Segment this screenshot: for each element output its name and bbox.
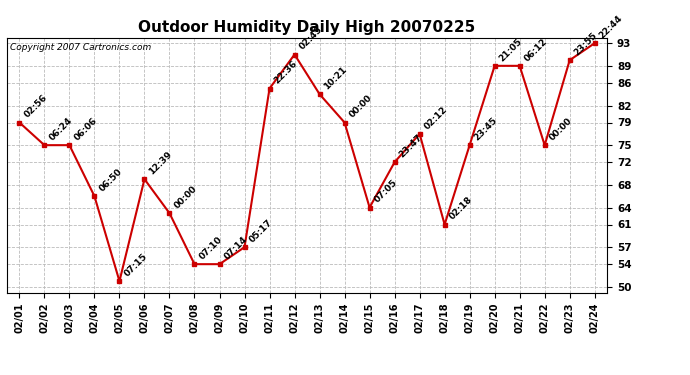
Text: 02:45: 02:45 (297, 25, 324, 52)
Text: 12:39: 12:39 (147, 150, 174, 176)
Text: 06:24: 06:24 (47, 116, 74, 142)
Text: Copyright 2007 Cartronics.com: Copyright 2007 Cartronics.com (10, 43, 151, 52)
Text: 23:55: 23:55 (573, 31, 599, 57)
Text: 02:12: 02:12 (422, 105, 449, 131)
Text: 22:44: 22:44 (598, 13, 624, 40)
Text: 07:14: 07:14 (222, 235, 249, 261)
Text: 02:18: 02:18 (447, 195, 474, 222)
Title: Outdoor Humidity Daily High 20070225: Outdoor Humidity Daily High 20070225 (139, 20, 475, 35)
Text: 06:12: 06:12 (522, 36, 549, 63)
Text: 02:56: 02:56 (22, 93, 49, 120)
Text: 22:36: 22:36 (273, 59, 299, 86)
Text: 23:47: 23:47 (397, 133, 424, 159)
Text: 07:05: 07:05 (373, 178, 399, 205)
Text: 05:17: 05:17 (247, 218, 274, 244)
Text: 07:15: 07:15 (122, 252, 149, 278)
Text: 06:06: 06:06 (72, 116, 99, 142)
Text: 06:50: 06:50 (97, 167, 124, 194)
Text: 00:00: 00:00 (547, 116, 573, 142)
Text: 00:00: 00:00 (172, 184, 199, 210)
Text: 21:05: 21:05 (497, 36, 524, 63)
Text: 23:45: 23:45 (473, 116, 499, 142)
Text: 00:00: 00:00 (347, 93, 373, 120)
Text: 10:21: 10:21 (322, 65, 349, 92)
Text: 07:10: 07:10 (197, 235, 224, 261)
